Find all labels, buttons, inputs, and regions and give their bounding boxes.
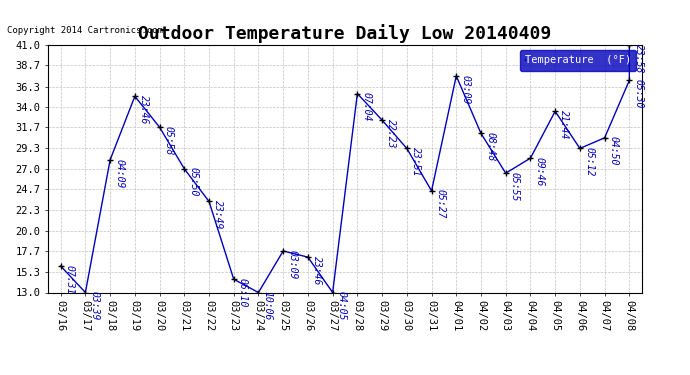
Text: 05:58: 05:58	[164, 126, 174, 155]
Text: 05:12: 05:12	[584, 147, 594, 176]
Text: 04:50: 04:50	[609, 136, 619, 166]
Text: 23:58: 23:58	[633, 44, 644, 73]
Text: 23:46: 23:46	[139, 95, 149, 124]
Text: Copyright 2014 Cartronics.com: Copyright 2014 Cartronics.com	[7, 26, 163, 35]
Text: 03:09: 03:09	[287, 250, 297, 279]
Legend: Temperature  (°F): Temperature (°F)	[520, 50, 636, 70]
Text: 09:46: 09:46	[535, 157, 544, 186]
Text: 06:10: 06:10	[238, 278, 248, 307]
Text: 03:09: 03:09	[460, 75, 471, 104]
Text: 08:48: 08:48	[485, 132, 495, 161]
Text: 07:04: 07:04	[362, 92, 371, 122]
Text: 04:09: 04:09	[115, 159, 124, 188]
Text: 21:44: 21:44	[560, 110, 569, 139]
Text: 22:23: 22:23	[386, 119, 396, 148]
Text: 03:39: 03:39	[90, 291, 99, 321]
Title: Outdoor Temperature Daily Low 20140409: Outdoor Temperature Daily Low 20140409	[139, 24, 551, 44]
Text: 10:06: 10:06	[263, 291, 273, 321]
Text: 23:51: 23:51	[411, 147, 421, 176]
Text: 05:27: 05:27	[435, 189, 446, 219]
Text: 23:46: 23:46	[312, 256, 322, 285]
Text: 07:31: 07:31	[65, 265, 75, 294]
Text: 05:55: 05:55	[510, 172, 520, 201]
Text: 04:05: 04:05	[337, 291, 347, 321]
Text: 05:50: 05:50	[188, 167, 199, 197]
Text: 23:49: 23:49	[213, 200, 223, 230]
Text: 05:30: 05:30	[633, 79, 644, 108]
